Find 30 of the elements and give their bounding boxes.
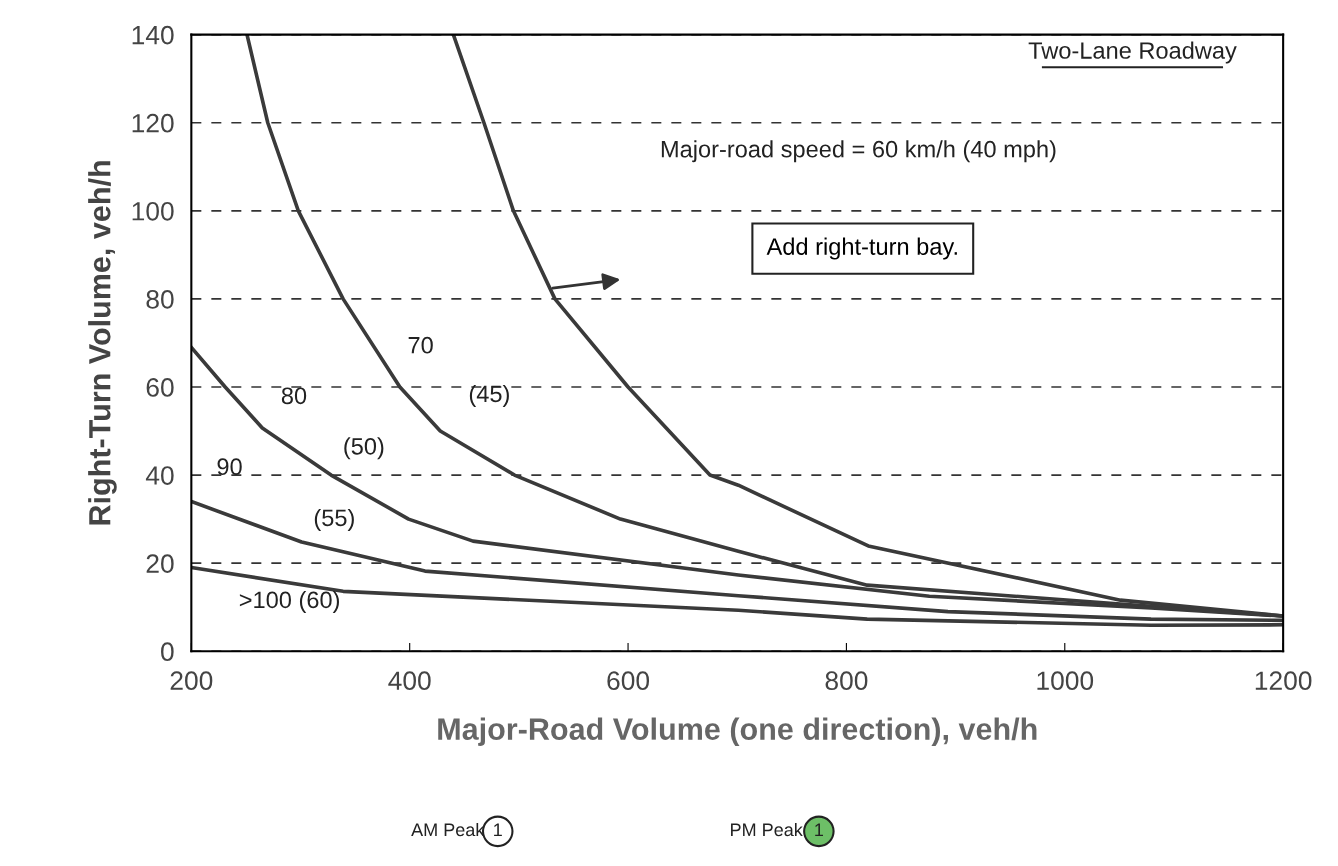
y-tick-label: 40 <box>145 466 174 485</box>
x-tick-label: 800 <box>825 671 868 691</box>
y-tick-label: 0 <box>161 642 174 662</box>
text: PM Peak <box>731 822 803 837</box>
y-tick-label: 60 <box>146 378 174 397</box>
annotation: 80 <box>281 387 307 405</box>
annotation: Add right-turn bay. <box>766 237 957 260</box>
y-axis-title: Right-Turn Volume, veh/h <box>88 161 117 525</box>
annotation: >100 (60) <box>239 590 339 613</box>
annotation: (50) <box>344 437 384 460</box>
y-tick-label: 140 <box>132 25 174 45</box>
y-tick-label: 100 <box>132 201 174 221</box>
y-tick-label: 20 <box>146 554 174 573</box>
annotation: (55) <box>314 508 354 531</box>
x-tick-label: 200 <box>170 671 213 691</box>
annotation: Two-Lane Roadway <box>1028 41 1237 64</box>
y-tick-label: 120 <box>132 113 174 133</box>
y-tick-label: 80 <box>146 290 174 309</box>
x-axis-title: Major-Road Volume (one direction), veh/h <box>438 717 1037 746</box>
annotation: 90 <box>217 458 242 476</box>
x-tick-label: 1200 <box>1255 671 1312 691</box>
x-tick-label: 600 <box>607 671 650 691</box>
annotation: 70 <box>408 336 433 354</box>
text: 1 <box>494 823 502 837</box>
text: 1 <box>815 823 823 837</box>
annotation: Major-road speed = 60 km/h (40 mph) <box>661 140 1056 163</box>
text: AM Peak <box>411 822 485 837</box>
annotation: (45) <box>469 384 509 407</box>
x-tick-label: 400 <box>388 671 431 691</box>
x-tick-label: 1000 <box>1037 671 1094 691</box>
